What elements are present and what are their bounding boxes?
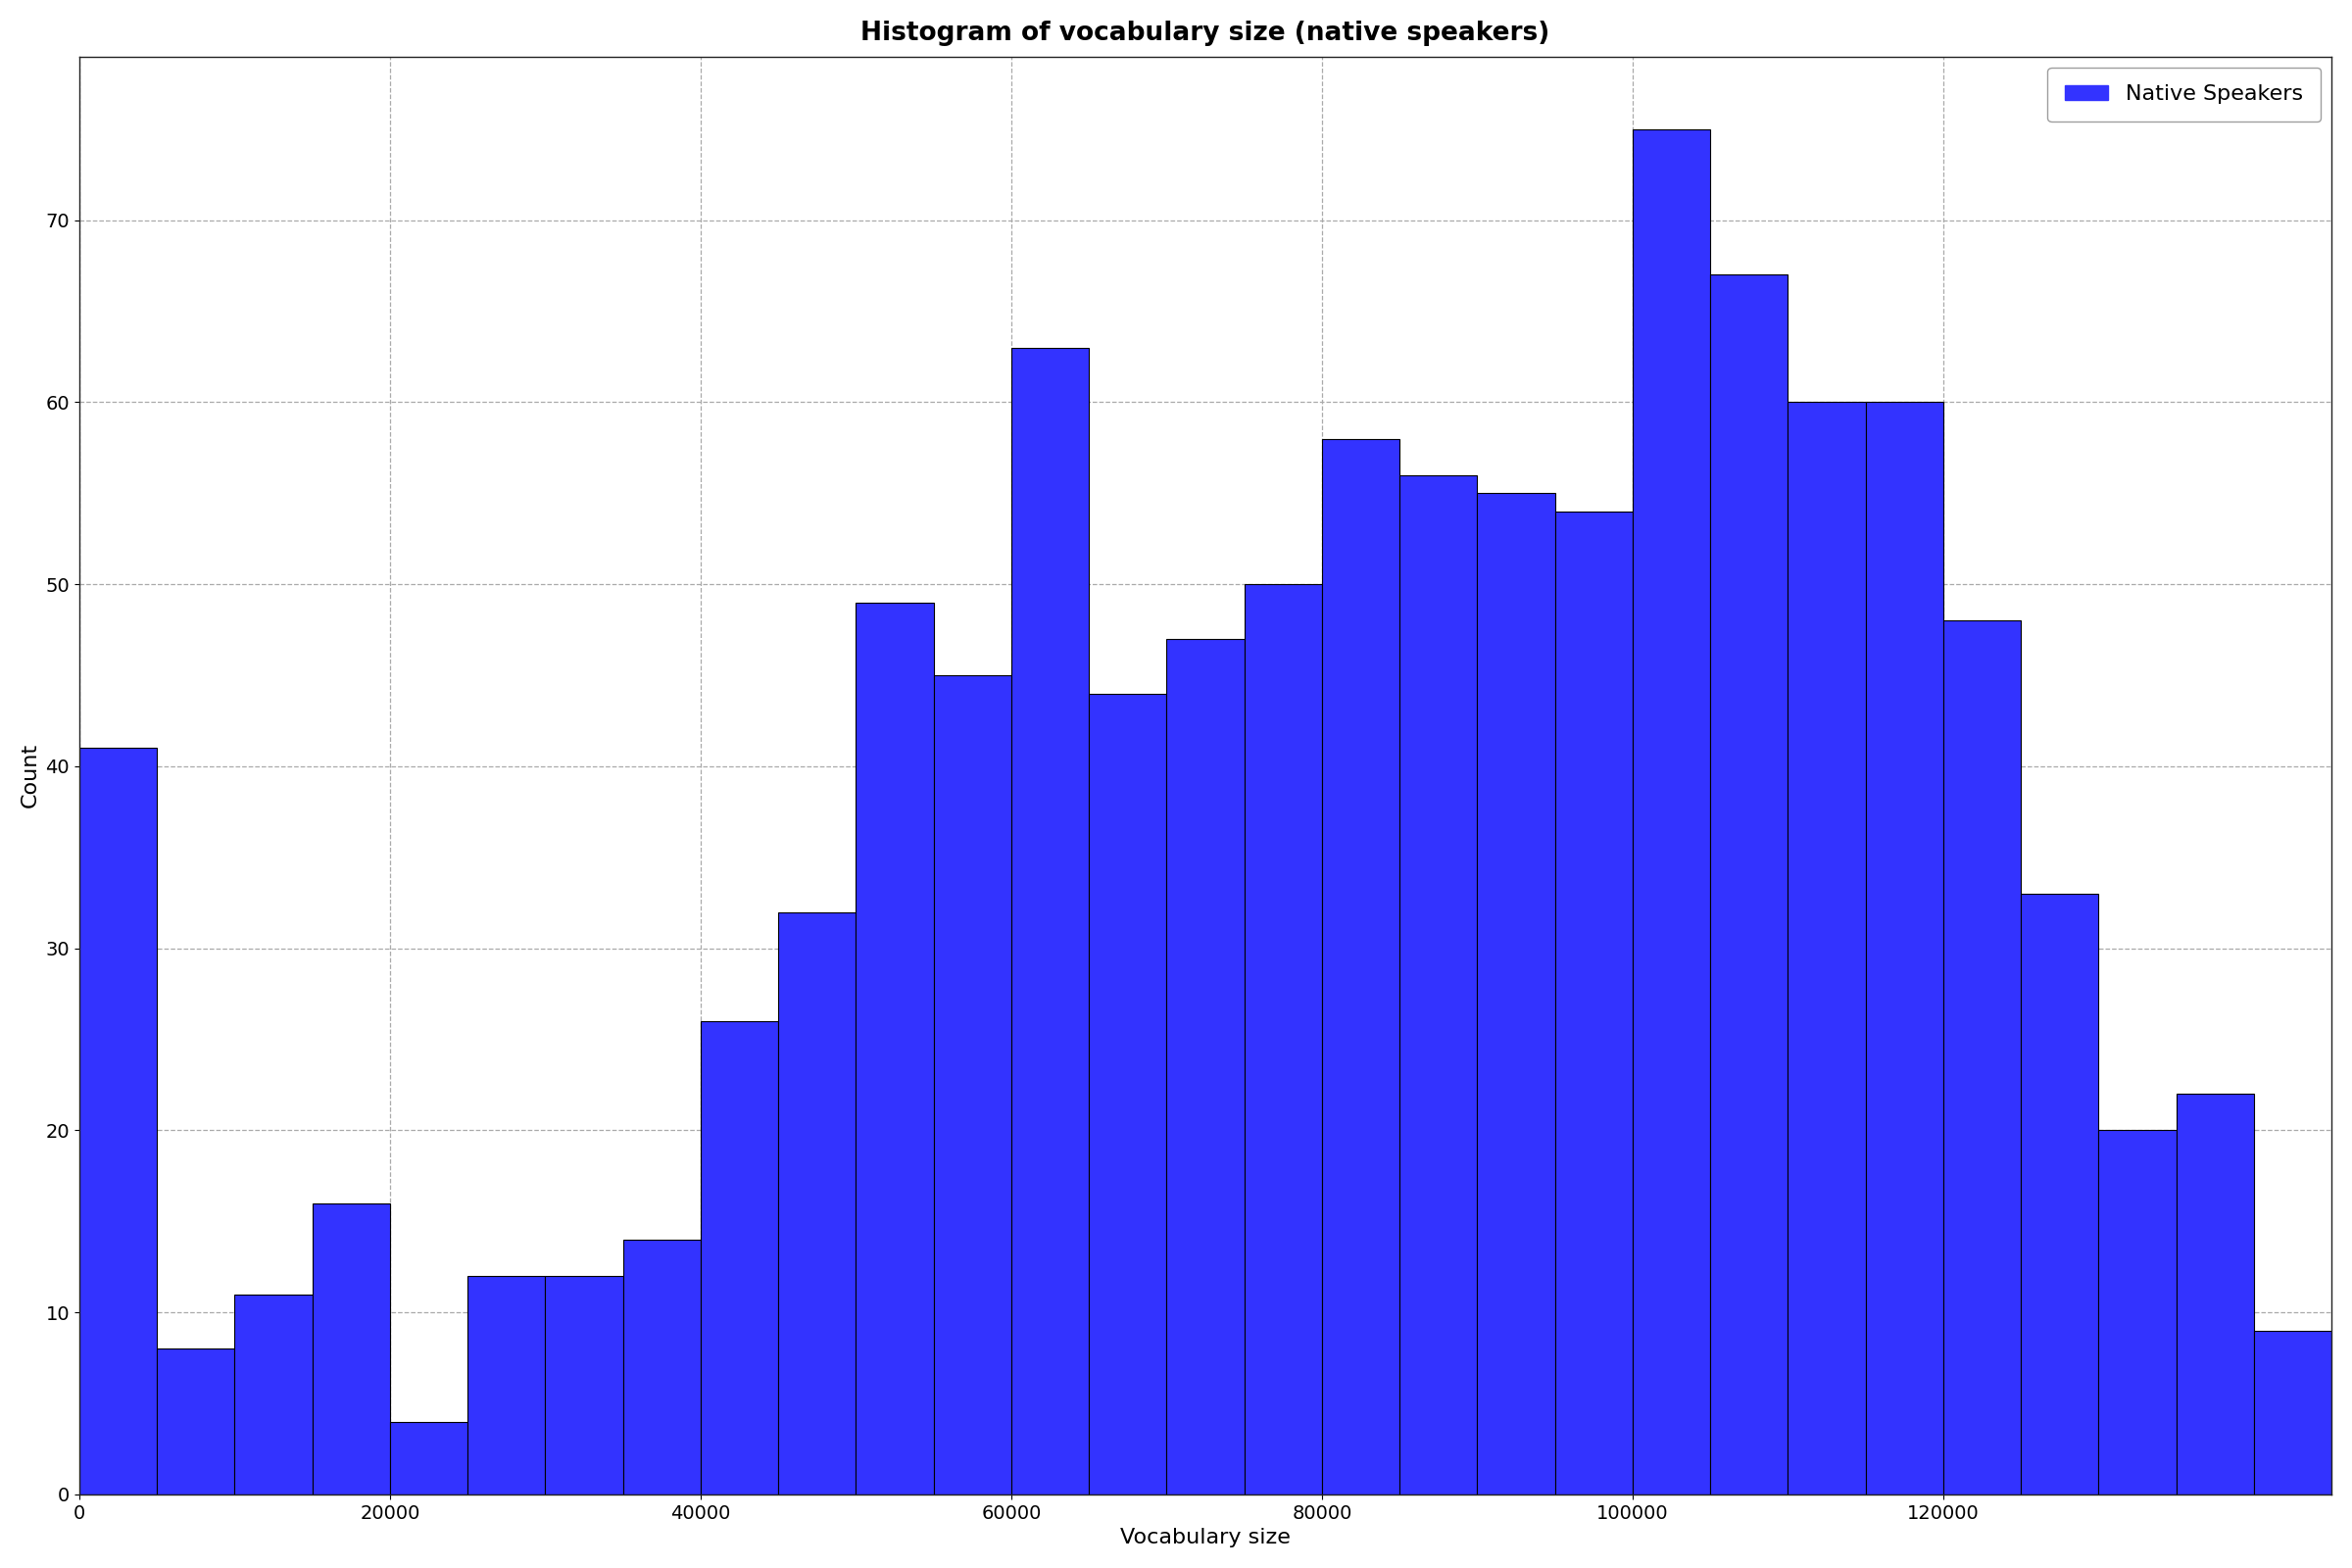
Bar xyxy=(1244,585,1322,1494)
Bar xyxy=(80,748,158,1494)
Bar xyxy=(1089,693,1167,1494)
Bar xyxy=(1865,403,1943,1494)
Y-axis label: Count: Count xyxy=(21,743,40,808)
Bar xyxy=(1477,494,1555,1494)
Bar xyxy=(235,1294,313,1494)
Bar xyxy=(1788,403,1865,1494)
Bar xyxy=(779,913,856,1494)
Bar xyxy=(313,1203,390,1494)
Bar xyxy=(158,1348,235,1494)
Bar xyxy=(546,1276,623,1494)
Bar xyxy=(1943,621,2020,1494)
Bar xyxy=(2098,1131,2176,1494)
Bar xyxy=(623,1240,701,1494)
Bar xyxy=(856,602,934,1494)
Bar xyxy=(390,1422,468,1494)
Bar xyxy=(934,676,1011,1494)
Bar xyxy=(2020,894,2098,1494)
Bar xyxy=(701,1021,779,1494)
Bar xyxy=(1399,475,1477,1494)
Bar xyxy=(1011,348,1089,1494)
X-axis label: Vocabulary size: Vocabulary size xyxy=(1120,1527,1291,1548)
Bar xyxy=(1167,638,1244,1494)
Bar xyxy=(1710,274,1788,1494)
Bar xyxy=(1555,511,1632,1494)
Bar xyxy=(2253,1331,2331,1494)
Title: Histogram of vocabulary size (native speakers): Histogram of vocabulary size (native spe… xyxy=(861,20,1550,45)
Bar xyxy=(2176,1094,2253,1494)
Legend: Native Speakers: Native Speakers xyxy=(2046,67,2321,122)
Bar xyxy=(468,1276,546,1494)
Bar xyxy=(1632,129,1710,1494)
Bar xyxy=(1322,439,1399,1494)
